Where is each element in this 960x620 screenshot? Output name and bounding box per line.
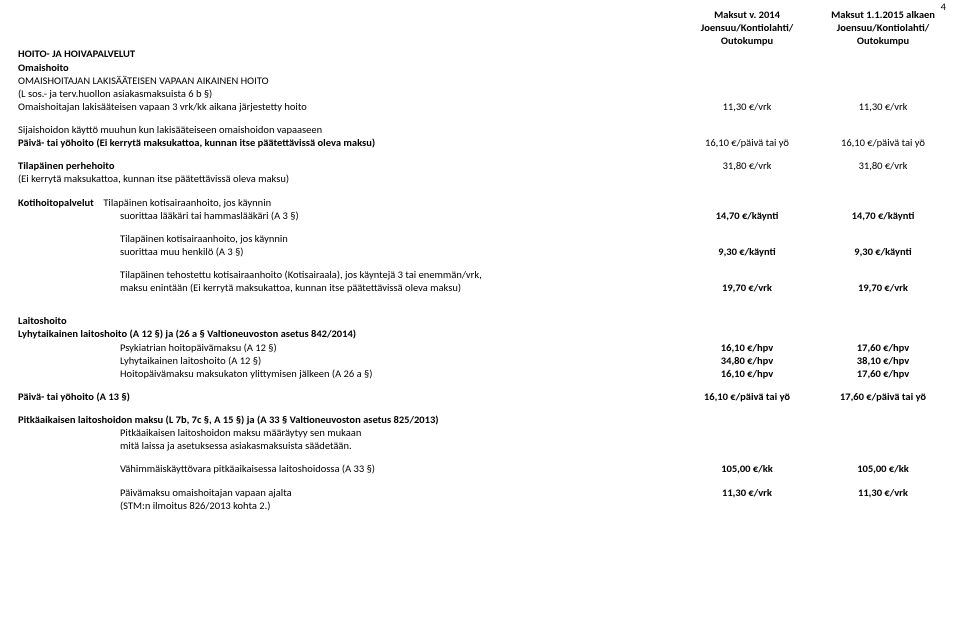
- s2-r3l2-text: maksu enintään (Ei kerrytä maksukattoa, …: [18, 281, 682, 294]
- s1-row1-v2: 11,30 €/vrk: [818, 100, 948, 113]
- s3-r4-v1: 16,10 €/päivä tai yö: [682, 390, 818, 403]
- s2-r1l1: Kotihoitopalvelut Tilapäinen kotisairaan…: [18, 196, 948, 209]
- s1-title: HOITO- JA HOIVAPALVELUT: [18, 47, 948, 60]
- s3-line2: Lyhytaikainen laitoshoito (A 12 §) ja (2…: [18, 327, 948, 340]
- col1-h2: Joensuu/Kontiolahti/: [682, 21, 818, 34]
- s1-row4: Tilapäinen perhehoito 31,80 €/vrk 31,80 …: [18, 159, 948, 172]
- header-row-2: Joensuu/Kontiolahti/ Joensuu/Kontiolahti…: [18, 21, 948, 34]
- s2-r1l1-text: Tilapäinen kotisairaanhoito, jos käynnin: [103, 196, 271, 209]
- s3-r1: Psykiatrian hoitopäivämaksu (A 12 §) 16,…: [18, 341, 948, 354]
- s3-r1-v2: 17,60 €/hpv: [818, 341, 948, 354]
- s3-r8-label: Päivämaksu omaishoitajan vapaan ajalta: [18, 486, 682, 499]
- s2-r2-v1: 9,30 €/käynti: [682, 245, 818, 258]
- s1-row3: Päivä- tai yöhoito (Ei kerrytä maksukatt…: [18, 136, 948, 149]
- s3-r5-label: Pitkäaikaisen laitoshoidon maksu määräyt…: [18, 426, 948, 439]
- s1-row5-label: (Ei kerrytä maksukattoa, kunnan itse pää…: [18, 172, 948, 185]
- header-row-1: Maksut v. 2014 Maksut 1.1.2015 alkaen: [18, 8, 948, 21]
- s2-r2l2-text: suorittaa muu henkilö (A 3 §): [18, 245, 682, 258]
- s3-r3: Hoitopäivämaksu maksukaton ylittymisen j…: [18, 367, 948, 380]
- s3-r3-label: Hoitopäivämaksu maksukaton ylittymisen j…: [18, 367, 682, 380]
- s1-row4-v2: 31,80 €/vrk: [818, 159, 948, 172]
- col1-h3: Outokumpu: [682, 34, 818, 47]
- s3-r1-v1: 16,10 €/hpv: [682, 341, 818, 354]
- s2-r1l2-text: suorittaa lääkäri tai hammaslääkäri (A 3…: [18, 209, 682, 222]
- s3-r7-v2: 105,00 €/kk: [818, 462, 948, 475]
- s3-r8-v1: 11,30 €/vrk: [682, 486, 818, 499]
- s2-r2-v2: 9,30 €/käynti: [818, 245, 948, 258]
- s3-r8-v2: 11,30 €/vrk: [818, 486, 948, 499]
- s3-r7-label: Vähimmäiskäyttövara pitkäaikaisessa lait…: [18, 462, 682, 475]
- s3-r9-label: (STM:n ilmoitus 826/2013 kohta 2.): [18, 499, 948, 512]
- s3-r4-label: Päivä- tai yöhoito (A 13 §): [18, 390, 682, 403]
- s3-r3-v2: 17,60 €/hpv: [818, 367, 948, 380]
- s3-line-pitka: Pitkäaikaisen laitoshoidon maksu (L 7b, …: [18, 413, 948, 426]
- s2-r3-v1: 19,70 €/vrk: [682, 281, 818, 294]
- s3-r2-v2: 38,10 €/hpv: [818, 354, 948, 367]
- s1-row4-v1: 31,80 €/vrk: [682, 159, 818, 172]
- s2-r3l2: maksu enintään (Ei kerrytä maksukattoa, …: [18, 281, 948, 294]
- s1-row3-label-text: Päivä- tai yöhoito (Ei kerrytä maksukatt…: [18, 136, 375, 149]
- s3-r8: Päivämaksu omaishoitajan vapaan ajalta 1…: [18, 486, 948, 499]
- col2-h1: Maksut 1.1.2015 alkaen: [818, 8, 948, 21]
- s3-title: Laitoshoito: [18, 314, 948, 327]
- page-number: 4: [941, 0, 946, 13]
- s1-row3-v2: 16,10 €/päivä tai yö: [818, 136, 948, 149]
- col2-h3: Outokumpu: [818, 34, 948, 47]
- s1-sub: Omaishoito: [18, 61, 948, 74]
- col2-h2: Joensuu/Kontiolahti/: [818, 21, 948, 34]
- s3-r2-v1: 34,80 €/hpv: [682, 354, 818, 367]
- s3-r7-v1: 105,00 €/kk: [682, 462, 818, 475]
- s1-row2-label: Sijaishoidon käyttö muuhun kun lakisääte…: [18, 123, 948, 136]
- s2-prefix: Kotihoitopalvelut: [18, 196, 94, 209]
- s3-r1-label: Psykiatrian hoitopäivämaksu (A 12 §): [18, 341, 682, 354]
- s1-row3-v1: 16,10 €/päivä tai yö: [682, 136, 818, 149]
- s2-r1-v1: 14,70 €/käynti: [682, 209, 818, 222]
- s2-r3-v2: 19,70 €/vrk: [818, 281, 948, 294]
- col1-h1: Maksut v. 2014: [682, 8, 818, 21]
- s2-r3l1: Tilapäinen tehostettu kotisairaanhoito (…: [18, 268, 948, 281]
- s3-r4: Päivä- tai yöhoito (A 13 §) 16,10 €/päiv…: [18, 390, 948, 403]
- s1-row1: Omaishoitajan lakisääteisen vapaan 3 vrk…: [18, 100, 948, 113]
- s1-row1-label: Omaishoitajan lakisääteisen vapaan 3 vrk…: [18, 100, 682, 113]
- s1-line3: OMAISHOITAJAN LAKISÄÄTEISEN VAPAAN AIKAI…: [18, 74, 948, 87]
- s1-row4-label: Tilapäinen perhehoito: [18, 159, 682, 172]
- s3-r2: Lyhytaikainen laitoshoito (A 12 §) 34,80…: [18, 354, 948, 367]
- s3-r7: Vähimmäiskäyttövara pitkäaikaisessa lait…: [18, 462, 948, 475]
- s2-r2l1: Tilapäinen kotisairaanhoito, jos käynnin: [18, 232, 948, 245]
- s1-row3-label: Päivä- tai yöhoito (Ei kerrytä maksukatt…: [18, 136, 682, 149]
- s1-line4: (L sos.- ja terv.huollon asiakasmaksuist…: [18, 87, 948, 100]
- s2-r2l2: suorittaa muu henkilö (A 3 §) 9,30 €/käy…: [18, 245, 948, 258]
- s3-r3-v1: 16,10 €/hpv: [682, 367, 818, 380]
- s3-r2-label: Lyhytaikainen laitoshoito (A 12 §): [18, 354, 682, 367]
- header-row-3: Outokumpu Outokumpu: [18, 34, 948, 47]
- s2-r1l2: suorittaa lääkäri tai hammaslääkäri (A 3…: [18, 209, 948, 222]
- s3-r6-label: mitä laissa ja asetuksessa asiakasmaksui…: [18, 439, 948, 452]
- s2-r1-v2: 14,70 €/käynti: [818, 209, 948, 222]
- s3-r4-v2: 17,60 €/päivä tai yö: [818, 390, 948, 403]
- s1-row1-v1: 11,30 €/vrk: [682, 100, 818, 113]
